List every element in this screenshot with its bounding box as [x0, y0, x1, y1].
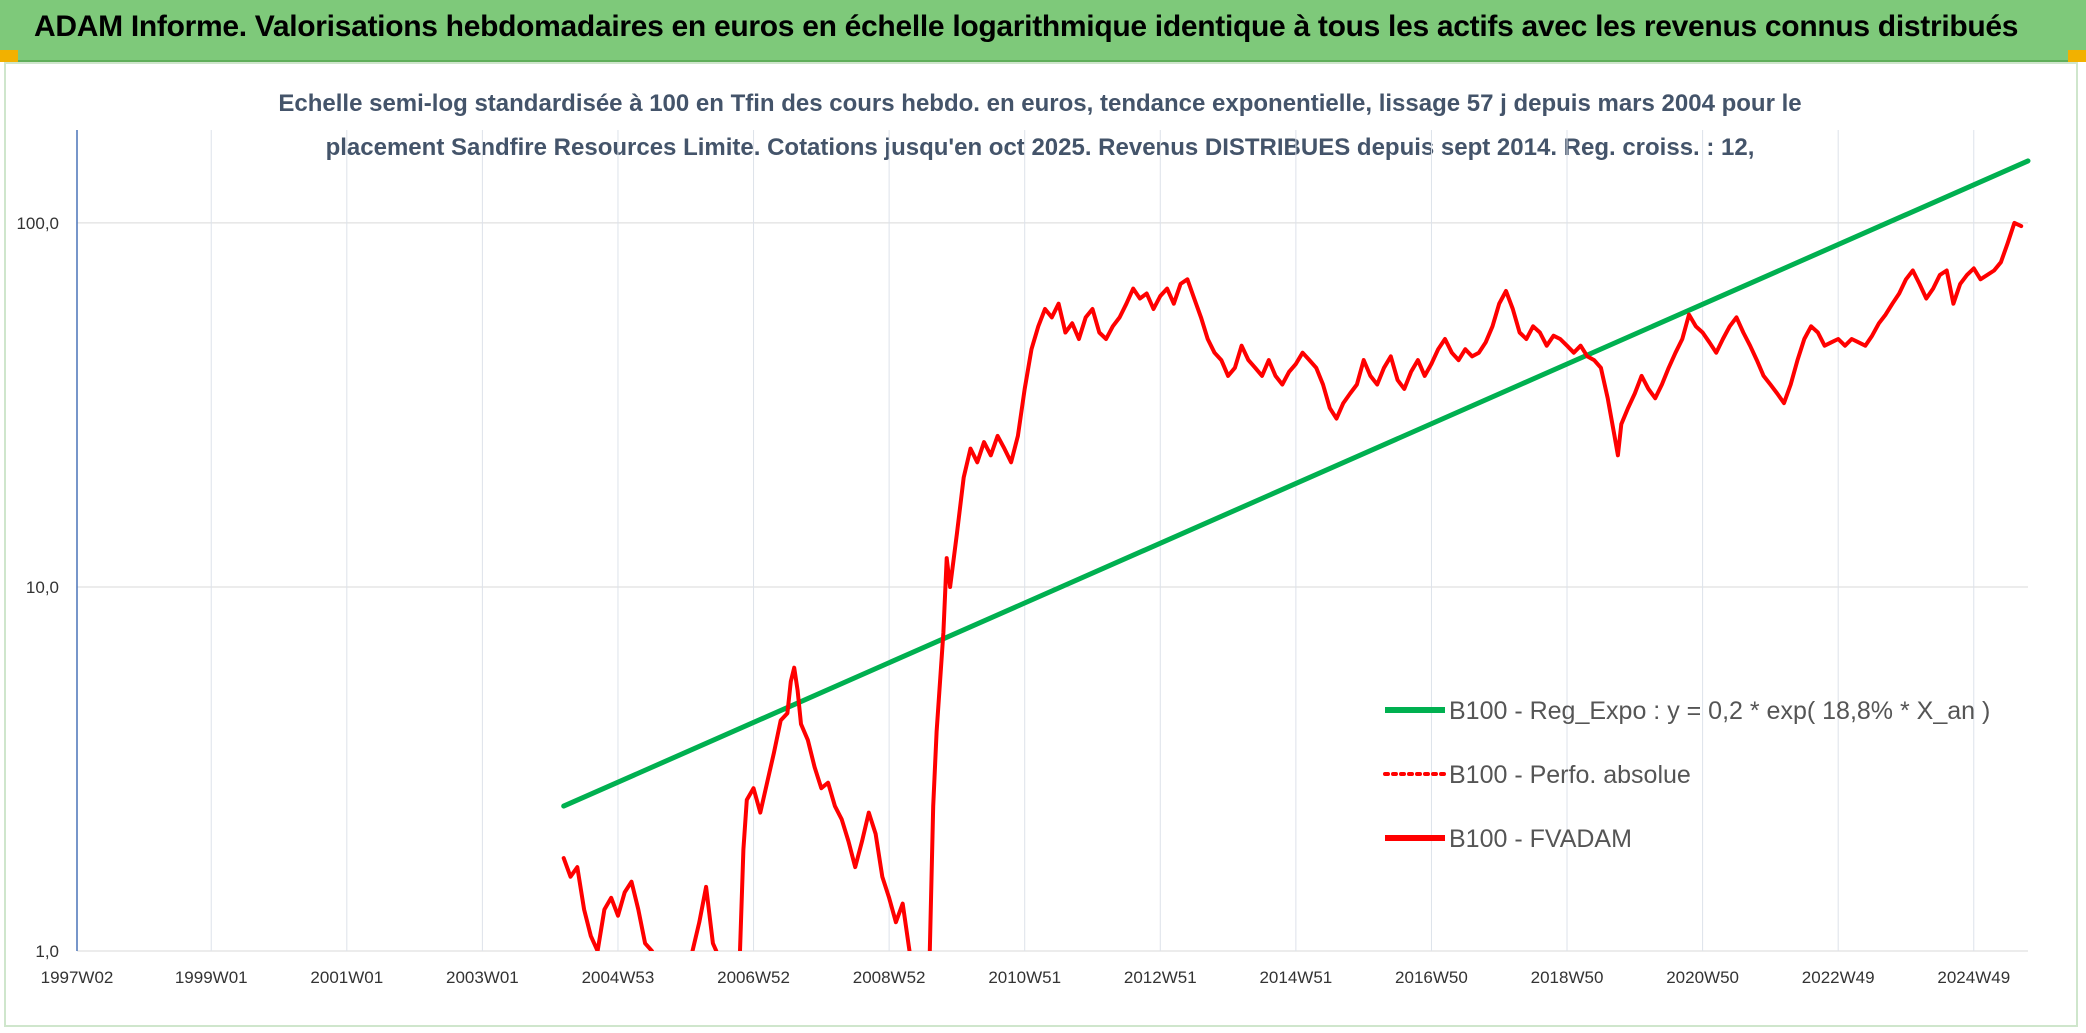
series-line-3 — [927, 220, 2024, 951]
x-tick-label: 2014W51 — [1259, 968, 1332, 987]
x-tick-label: 1999W01 — [175, 968, 248, 987]
x-tick-label: 2004W53 — [582, 968, 655, 987]
chart-title-line2: placement Sandfire Resources Limite. Cot… — [325, 134, 1755, 161]
legend-entry-label: B100 - FVADAM — [1449, 825, 1632, 853]
x-tick-label: 1997W02 — [41, 968, 114, 987]
y-tick-label: 10,0 — [26, 578, 59, 597]
y-tick-label: 100,0 — [16, 214, 59, 233]
x-tick-label: 2001W01 — [310, 968, 383, 987]
chart-title-line1: Echelle semi-log standardisée à 100 en T… — [278, 90, 1802, 117]
x-tick-label: 2006W52 — [717, 968, 790, 987]
corner-marker-left — [0, 50, 18, 62]
legend-entry-label: B100 - Reg_Expo : y = 0,2 * exp( 18,8% *… — [1449, 697, 1990, 725]
x-tick-label: 2003W01 — [446, 968, 519, 987]
header-banner: ADAM Informe. Valorisations hebdomadaire… — [0, 0, 2086, 62]
x-tick-label: 2012W51 — [1124, 968, 1197, 987]
series-line-1 — [561, 158, 2031, 809]
corner-marker-right — [2068, 50, 2086, 62]
x-tick-label: 2020W50 — [1666, 968, 1739, 987]
series-line-3 — [561, 856, 654, 951]
series-line-3 — [738, 665, 912, 951]
page-title: ADAM Informe. Valorisations hebdomadaire… — [34, 10, 2019, 43]
x-tick-label: 2010W51 — [988, 968, 1061, 987]
x-tick-label: 2022W49 — [1802, 968, 1875, 987]
legend-entry-label: B100 - Perfo. absolue — [1449, 761, 1691, 789]
y-tick-label: 1,0 — [35, 942, 59, 961]
x-tick-label: 2018W50 — [1531, 968, 1604, 987]
x-tick-label: 2008W52 — [853, 968, 926, 987]
series-line-3 — [690, 884, 719, 951]
x-tick-label: 2024W49 — [1937, 968, 2010, 987]
x-tick-label: 2016W50 — [1395, 968, 1468, 987]
